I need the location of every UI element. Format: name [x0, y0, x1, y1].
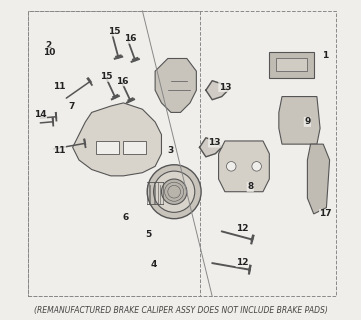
Polygon shape — [279, 97, 320, 144]
Circle shape — [147, 165, 201, 219]
Text: 7: 7 — [69, 102, 75, 111]
Text: 16: 16 — [124, 34, 136, 43]
Text: 8: 8 — [247, 182, 253, 191]
Polygon shape — [307, 144, 330, 214]
Text: 13: 13 — [219, 83, 231, 92]
Bar — [96, 141, 119, 154]
Text: 5: 5 — [145, 230, 151, 239]
Text: 6: 6 — [123, 212, 129, 222]
Text: 4: 4 — [150, 260, 157, 269]
Text: 15: 15 — [100, 72, 112, 81]
Text: 12: 12 — [236, 258, 249, 267]
Circle shape — [161, 179, 187, 204]
Text: 13: 13 — [209, 138, 221, 147]
Polygon shape — [269, 52, 314, 77]
Polygon shape — [155, 59, 196, 112]
Text: 1: 1 — [322, 52, 328, 60]
Circle shape — [252, 162, 261, 171]
Text: 12: 12 — [236, 224, 249, 233]
Text: 11: 11 — [53, 82, 66, 91]
Text: 2: 2 — [46, 41, 52, 50]
Text: 3: 3 — [167, 146, 174, 155]
Polygon shape — [73, 103, 161, 176]
Text: 15: 15 — [108, 27, 121, 36]
Text: 16: 16 — [117, 77, 129, 86]
Bar — [28, 11, 200, 296]
Circle shape — [226, 162, 236, 171]
Circle shape — [153, 171, 195, 212]
Bar — [123, 141, 145, 154]
Text: 10: 10 — [43, 48, 55, 57]
Text: 14: 14 — [34, 110, 47, 119]
Text: 17: 17 — [319, 209, 332, 219]
Text: 11: 11 — [53, 146, 66, 155]
Text: 9: 9 — [304, 117, 310, 126]
Polygon shape — [218, 141, 269, 192]
Polygon shape — [200, 138, 222, 157]
Polygon shape — [206, 81, 228, 100]
Polygon shape — [276, 59, 307, 71]
Text: (REMANUFACTURED BRAKE CALIPER ASSY DOES NOT INCLUDE BRAKE PADS): (REMANUFACTURED BRAKE CALIPER ASSY DOES … — [34, 306, 327, 315]
